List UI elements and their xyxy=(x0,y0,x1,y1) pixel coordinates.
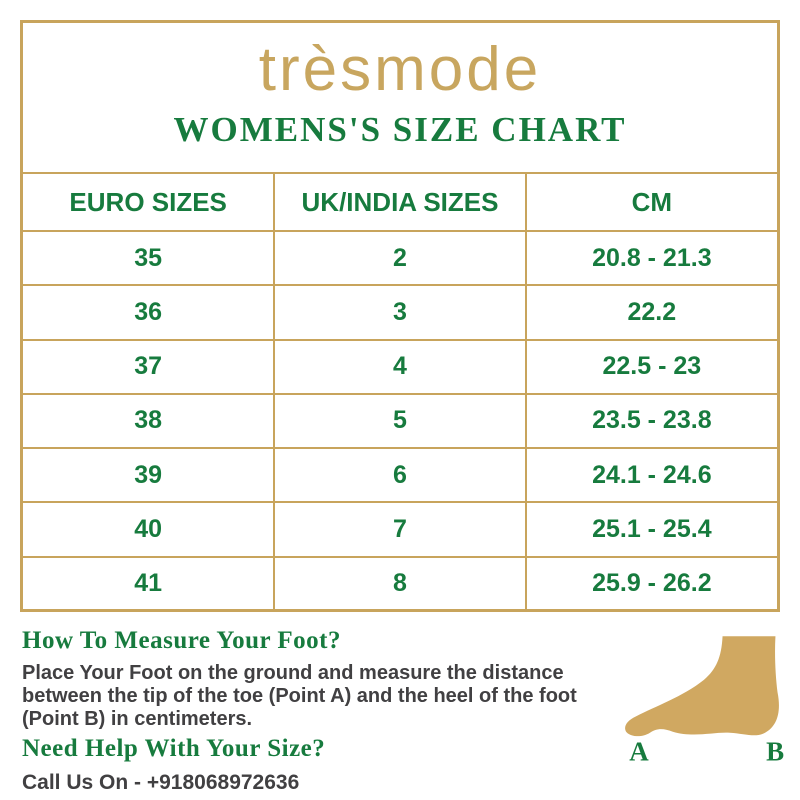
help-section: Need Help With Your Size? Call Us On - +… xyxy=(22,735,325,795)
uk-size-cell: 2 xyxy=(273,229,527,287)
uk-size-cell: 7 xyxy=(273,501,527,558)
table-row: 41 8 25.9 - 26.2 xyxy=(23,555,777,609)
uk-size-cell: 8 xyxy=(273,555,527,609)
table-row: 40 7 25.1 - 25.4 xyxy=(23,501,777,558)
euro-size-cell: 38 xyxy=(23,392,276,450)
euro-size-cell: 39 xyxy=(23,446,276,504)
header-row: EURO SIZES UK/INDIA SIZES CM xyxy=(23,172,777,232)
cm-cell: 22.5 - 23 xyxy=(524,338,777,395)
euro-size-cell: 35 xyxy=(23,229,276,287)
column-header-cm: CM xyxy=(524,172,777,232)
size-chart-card: trèsmode WOMENS'S SIZE CHART EURO SIZES … xyxy=(20,20,780,612)
cm-cell: 20.8 - 21.3 xyxy=(524,229,777,287)
point-a-label: A xyxy=(629,737,649,767)
table-row: 35 2 20.8 - 21.3 xyxy=(23,229,777,287)
foot-diagram: A B xyxy=(618,628,796,768)
table-row: 37 4 22.5 - 23 xyxy=(23,338,777,395)
column-header-euro-sizes: EURO SIZES xyxy=(23,172,276,232)
cm-cell: 22.2 xyxy=(524,284,777,341)
uk-size-cell: 4 xyxy=(273,338,527,395)
page-title: WOMENS'S SIZE CHART xyxy=(173,110,627,149)
phone-number: Call Us On - +918068972636 xyxy=(22,771,300,794)
table-row: 36 3 22.2 xyxy=(23,284,777,341)
measure-section: How To Measure Your Foot? Place Your Foo… xyxy=(22,627,637,731)
size-table-body: 35 2 20.8 - 21.3 36 3 22.2 37 4 22.5 - 2… xyxy=(23,229,777,609)
cm-cell: 23.5 - 23.8 xyxy=(524,392,777,450)
uk-size-cell: 3 xyxy=(273,284,527,341)
brand-logo: trèsmode xyxy=(258,35,542,104)
table-row: 39 6 24.1 - 24.6 xyxy=(23,446,777,504)
table-row: 38 5 23.5 - 23.8 xyxy=(23,392,777,450)
euro-size-cell: 36 xyxy=(23,284,276,341)
uk-size-cell: 6 xyxy=(273,446,527,504)
help-heading: Need Help With Your Size? xyxy=(22,735,326,762)
euro-size-cell: 37 xyxy=(23,338,276,395)
measure-instructions: Place Your Foot on the ground and measur… xyxy=(22,662,577,730)
uk-size-cell: 5 xyxy=(273,392,527,450)
foot-illustration: A B xyxy=(625,636,784,767)
size-table-header: EURO SIZES UK/INDIA SIZES CM xyxy=(23,172,777,232)
size-table: EURO SIZES UK/INDIA SIZES CM 35 2 20.8 -… xyxy=(23,172,777,609)
measure-heading: How To Measure Your Foot? xyxy=(22,627,341,654)
column-header-uk-india-sizes: UK/INDIA SIZES xyxy=(273,172,527,232)
point-b-label: B xyxy=(766,737,784,767)
euro-size-cell: 40 xyxy=(23,501,276,558)
euro-size-cell: 41 xyxy=(23,555,276,609)
cm-cell: 25.1 - 25.4 xyxy=(524,501,777,558)
cm-cell: 25.9 - 26.2 xyxy=(524,555,777,609)
foot-silhouette-shape xyxy=(625,636,779,737)
cm-cell: 24.1 - 24.6 xyxy=(524,446,777,504)
